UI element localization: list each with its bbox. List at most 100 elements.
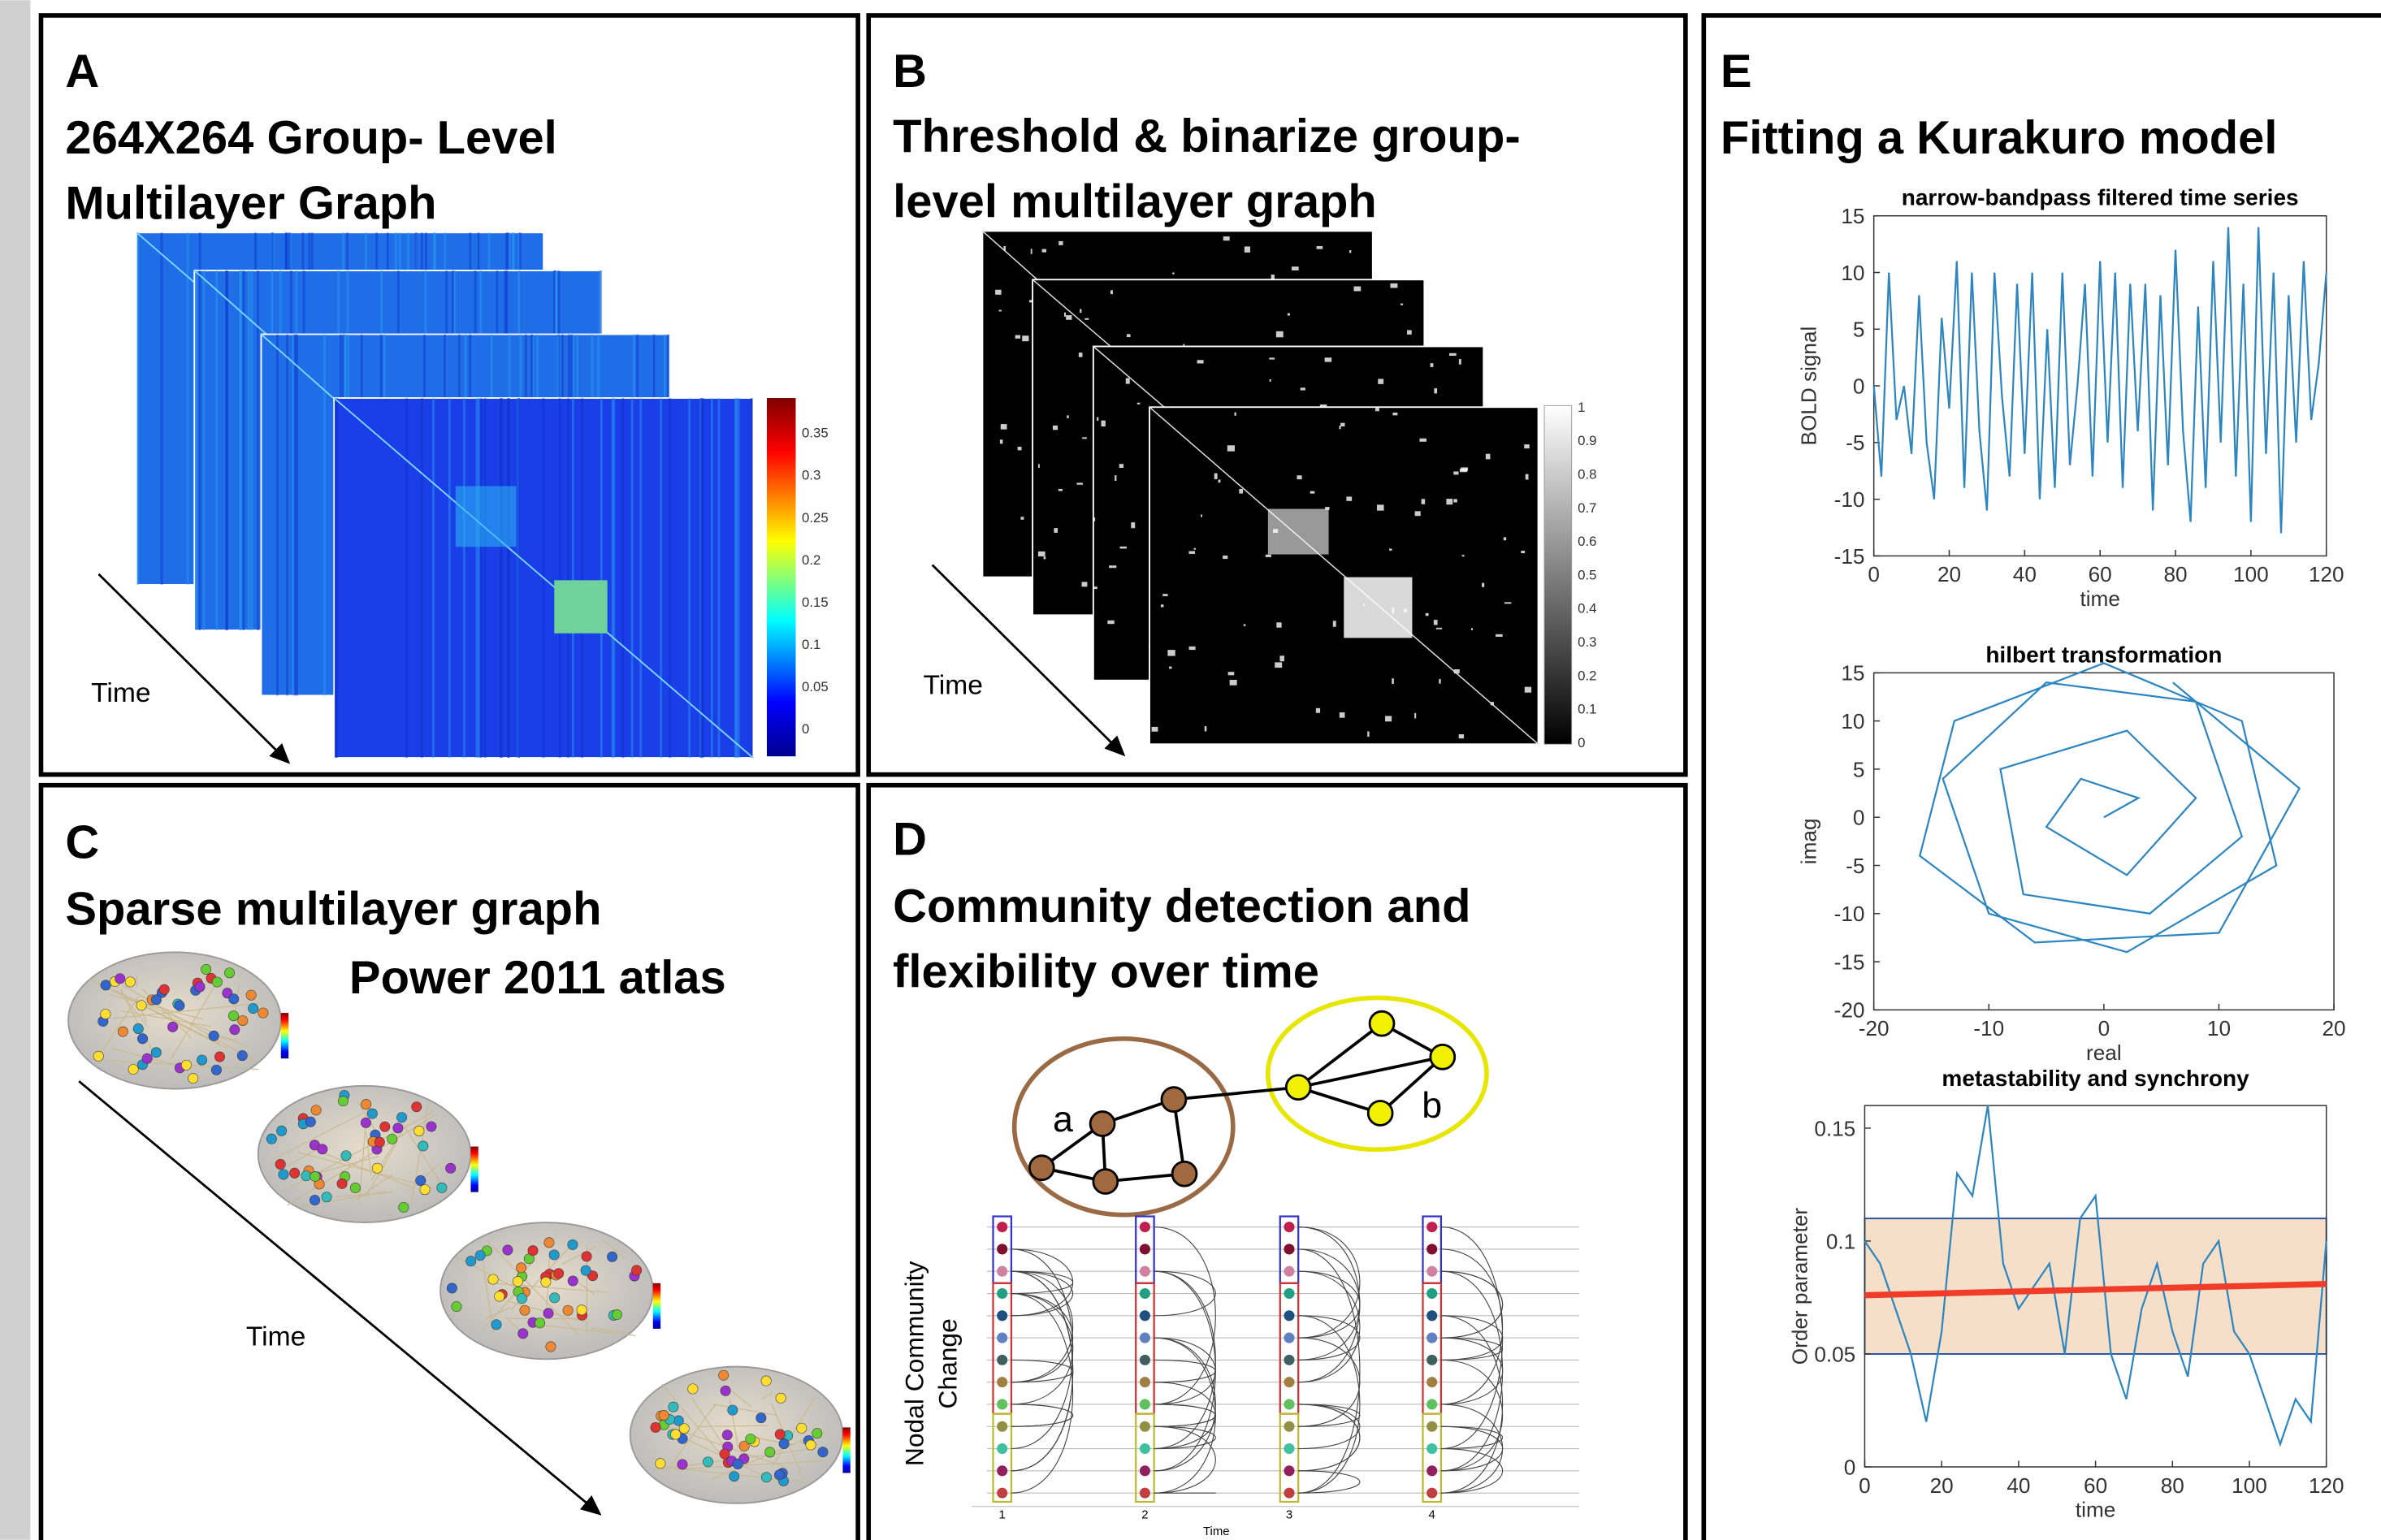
- community-box: [1422, 1412, 1443, 1503]
- brain-node: [360, 1117, 371, 1128]
- atlas-label: Power 2011 atlas: [349, 952, 726, 1004]
- brain-node: [211, 976, 223, 988]
- heatmap-texture: [737, 398, 740, 759]
- heatmap-texture: [286, 334, 289, 696]
- heatmap-texture: [517, 398, 520, 759]
- colorbar-tick-label: 1: [1578, 400, 1585, 415]
- binary-dot: [1400, 303, 1404, 305]
- binary-dot: [1340, 422, 1345, 427]
- binary-dot: [1461, 555, 1465, 557]
- layer-node: [1139, 1377, 1150, 1388]
- binary-dot: [1197, 360, 1204, 364]
- brain-edge: [731, 1391, 752, 1408]
- colorbar: [1543, 404, 1573, 745]
- heatmap-texture: [735, 398, 738, 759]
- heatmap-texture: [242, 270, 245, 631]
- brain-edge: [482, 1261, 495, 1335]
- brain-node: [764, 1447, 776, 1458]
- brain-node: [540, 1276, 552, 1287]
- binary-dot: [1525, 474, 1529, 480]
- colorbar-tick-label: 0.2: [1578, 668, 1596, 683]
- transition-curve: [1154, 1404, 1216, 1427]
- brain-colorbar: [470, 1146, 478, 1192]
- brain-node: [310, 1171, 321, 1182]
- colorbar-tick-label: 0.9: [1578, 433, 1596, 448]
- brain-edge: [691, 1397, 725, 1447]
- binary-dot: [1276, 622, 1282, 628]
- binary-dot: [1058, 240, 1063, 245]
- binary-dot: [1375, 408, 1379, 412]
- brain-edge: [667, 1403, 716, 1471]
- binary-dot: [1407, 330, 1412, 335]
- brain-node: [229, 1024, 240, 1036]
- binary-dot: [1126, 334, 1131, 338]
- colorbar-tick-label: 0.05: [802, 679, 829, 694]
- heatmap-texture: [198, 270, 201, 631]
- transition-curve: [1154, 1425, 1216, 1494]
- transition-curve: [1011, 1270, 1074, 1295]
- brain-node: [396, 1112, 408, 1123]
- brain-node: [729, 1471, 740, 1482]
- x-tick-label: 120: [2309, 1473, 2344, 1498]
- data-line: [1864, 1105, 2327, 1447]
- binary-dot: [1269, 379, 1271, 382]
- brain-node: [727, 1404, 738, 1416]
- brain-edge: [487, 1240, 579, 1335]
- brain-edge: [484, 1282, 608, 1293]
- brain-node: [349, 1183, 361, 1193]
- binary-dot: [1458, 359, 1461, 365]
- layer-node: [997, 1377, 1008, 1388]
- brain-node: [132, 1023, 144, 1034]
- brain-stack: [67, 951, 851, 1504]
- binary-dot: [1167, 650, 1175, 656]
- heatmap-texture: [226, 270, 229, 631]
- transition-curve: [1440, 1337, 1503, 1405]
- binary-dot: [1078, 353, 1083, 357]
- brain-node: [687, 1383, 699, 1395]
- brain-node: [228, 1010, 239, 1022]
- binary-dot: [1119, 546, 1127, 549]
- brain-edge: [603, 1239, 626, 1259]
- brain-node: [426, 1121, 437, 1132]
- binary-dot: [1136, 402, 1141, 404]
- brain-node: [491, 1319, 502, 1330]
- heatmap-texture: [448, 398, 451, 759]
- heatmap-texture: [483, 398, 487, 759]
- white-block: [1267, 508, 1329, 555]
- transition-curve: [1440, 1359, 1503, 1472]
- brain-node: [775, 1392, 786, 1404]
- brain-node: [703, 1456, 713, 1468]
- binary-dot: [1234, 412, 1236, 416]
- node-label: a: [1053, 1098, 1073, 1140]
- binary-dot: [1204, 726, 1207, 732]
- brain-edge: [543, 1325, 636, 1336]
- brain-node: [543, 1237, 555, 1248]
- brain-colorbar: [280, 1013, 289, 1059]
- brain-edge: [336, 1192, 394, 1197]
- brain-node: [650, 1421, 661, 1433]
- transition-curve: [1440, 1447, 1503, 1494]
- heatmap-stack: [136, 231, 755, 759]
- transition-curve: [1154, 1425, 1216, 1450]
- colorbar-tick-label: 0: [1578, 735, 1585, 751]
- layer-node: [1139, 1287, 1150, 1300]
- transition-curve: [1440, 1315, 1504, 1494]
- y-tick-label: 0: [1853, 806, 1865, 830]
- transition-curve: [1440, 1270, 1503, 1339]
- binary-dot: [1037, 551, 1045, 557]
- brain-node: [774, 1469, 785, 1481]
- nodes-b: [1284, 1010, 1457, 1127]
- panel-title: Community detection and: [893, 880, 1470, 932]
- transition-curve: [1298, 1404, 1361, 1472]
- layer-node: [1426, 1222, 1438, 1233]
- binary-dot: [1131, 522, 1136, 529]
- binary-dot: [1287, 313, 1290, 316]
- brain-node: [310, 1105, 322, 1116]
- diagonal: [333, 397, 754, 759]
- colorbar-tick-label: 0.4: [1578, 601, 1596, 616]
- binary-dot: [1223, 556, 1228, 560]
- heatmap-texture: [405, 398, 409, 759]
- brain-node: [197, 1054, 208, 1066]
- binary-dot: [1504, 602, 1512, 604]
